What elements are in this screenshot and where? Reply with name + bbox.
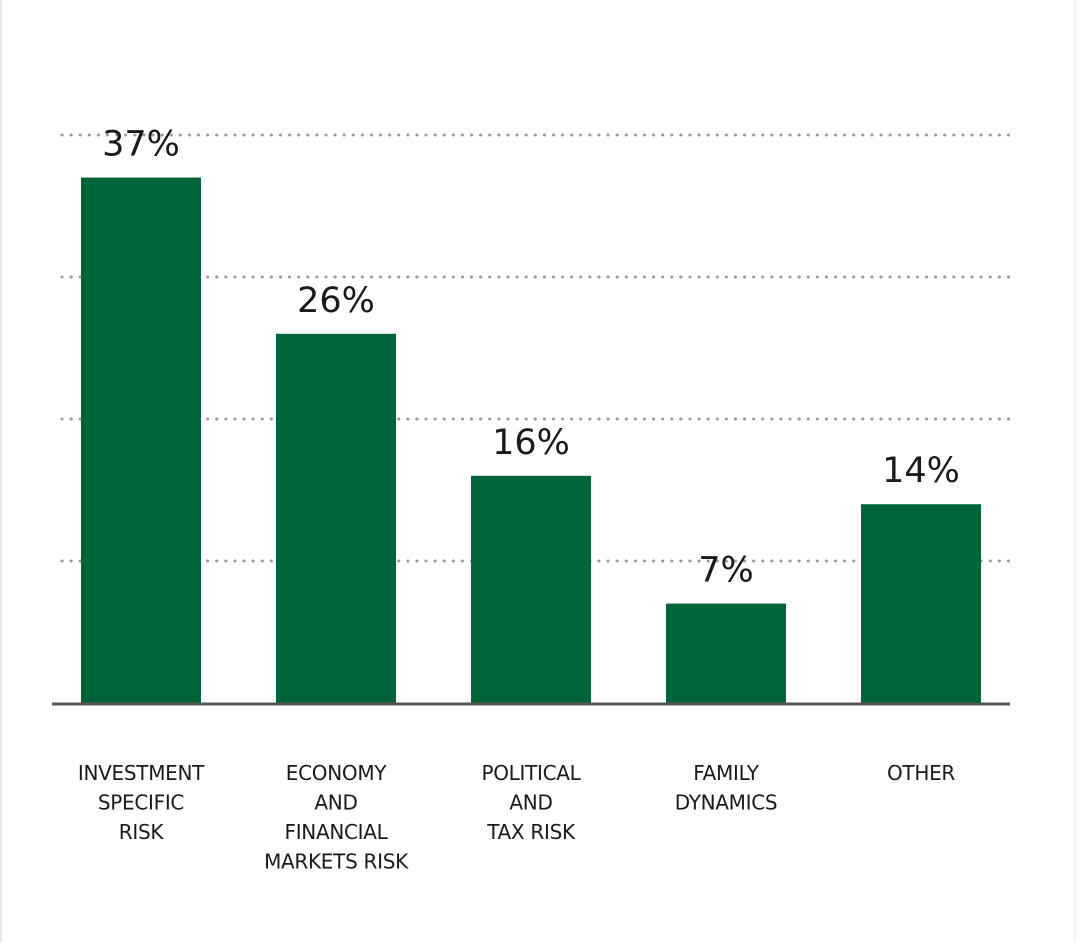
- category-label-line: MARKETS RISK: [264, 850, 409, 874]
- bar-1: [276, 333, 396, 703]
- bar-4: [861, 504, 981, 703]
- category-label-line: AND: [314, 791, 357, 815]
- value-label-1: 26%: [297, 281, 375, 321]
- category-label-1: ECONOMY AND FINANCIAL MARKETS RISK: [264, 761, 409, 874]
- category-label-line: OTHER: [887, 761, 955, 785]
- category-label-0: INVESTMENT SPECIFIC RISK: [78, 761, 205, 844]
- category-label-line: TAX RISK: [486, 820, 576, 844]
- category-label-line: ECONOMY: [286, 761, 388, 785]
- value-label-2: 16%: [492, 423, 570, 463]
- category-label-4: OTHER: [887, 761, 955, 785]
- value-label-0: 37%: [102, 125, 180, 165]
- value-label-3: 7%: [698, 551, 754, 591]
- bar-0: [81, 177, 201, 704]
- bar-3: [666, 603, 786, 703]
- left-border: [0, 0, 2, 942]
- bars: [81, 177, 981, 704]
- category-label-line: AND: [509, 791, 552, 815]
- category-label-line: DYNAMICS: [675, 791, 778, 815]
- category-label-3: FAMILY DYNAMICS: [675, 761, 778, 815]
- category-label-line: FINANCIAL: [285, 820, 389, 844]
- value-label-4: 14%: [882, 451, 960, 491]
- bar-2: [471, 475, 591, 703]
- category-label-line: POLITICAL: [481, 761, 581, 785]
- category-label-2: POLITICAL AND TAX RISK: [481, 761, 581, 844]
- category-label-line: FAMILY: [693, 761, 759, 785]
- value-labels: 37% 26% 16% 7% 14%: [102, 125, 960, 591]
- category-label-line: SPECIFIC: [98, 791, 184, 815]
- category-label-line: RISK: [119, 820, 165, 844]
- category-label-line: INVESTMENT: [78, 761, 205, 785]
- category-labels: INVESTMENT SPECIFIC RISK ECONOMY AND FINANCIA…: [78, 761, 956, 874]
- right-border: [1074, 0, 1076, 942]
